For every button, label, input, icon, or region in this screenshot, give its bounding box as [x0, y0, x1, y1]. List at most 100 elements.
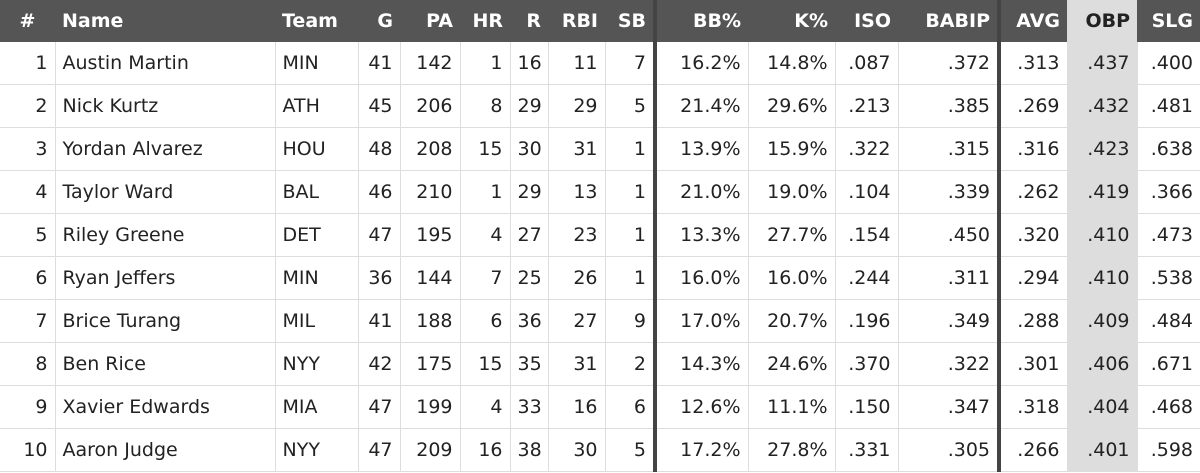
table-cell: .598: [1136, 428, 1200, 472]
table-cell: .484: [1136, 299, 1200, 343]
table-row: 4 Taylor Ward BAL 46 210 1 29 13 1 21.0% 19.0% .104…: [0, 170, 1200, 214]
table-cell: 1: [604, 213, 657, 257]
table-cell: 175: [399, 342, 460, 386]
table-cell: 29: [509, 84, 548, 128]
table-cell: 30: [547, 428, 605, 472]
table-cell: .410: [1066, 256, 1137, 300]
table-cell: Austin Martin: [54, 42, 275, 85]
table-cell: .481: [1136, 84, 1200, 128]
table-cell: 27.7%: [747, 213, 835, 257]
table-cell: 36: [509, 299, 548, 343]
table-cell: 4: [0, 170, 55, 214]
table-cell: .366: [1136, 170, 1200, 214]
table-cell: .401: [1066, 428, 1137, 472]
column-header[interactable]: ISO: [835, 0, 898, 42]
column-header[interactable]: RBI: [548, 0, 605, 42]
table-cell: .322: [834, 127, 898, 171]
table-cell: Aaron Judge: [54, 428, 275, 472]
table-cell: 14.8%: [747, 42, 835, 85]
table-cell: 31: [547, 342, 605, 386]
table-cell: .294: [998, 256, 1067, 300]
table-cell: DET: [274, 213, 358, 257]
column-header[interactable]: G: [358, 0, 400, 42]
table-cell: Ryan Jeffers: [54, 256, 275, 300]
table-cell: .316: [998, 127, 1067, 171]
column-header[interactable]: BABIP: [898, 0, 1001, 42]
table-cell: 47: [357, 428, 400, 472]
table-cell: 35: [509, 342, 548, 386]
table-cell: 38: [509, 428, 548, 472]
table-cell: 33: [509, 385, 548, 429]
table-cell: 208: [399, 127, 460, 171]
column-header[interactable]: K%: [748, 0, 835, 42]
column-header[interactable]: SB: [605, 0, 657, 42]
table-cell: .349: [897, 299, 1001, 343]
table-cell: .450: [897, 213, 1001, 257]
table-cell: 42: [357, 342, 400, 386]
table-cell: 20.7%: [747, 299, 835, 343]
table-cell: 209: [399, 428, 460, 472]
table-cell: .423: [1066, 127, 1137, 171]
table-cell: BAL: [274, 170, 358, 214]
column-header[interactable]: PA: [400, 0, 460, 42]
table-cell: 11.1%: [747, 385, 835, 429]
column-header[interactable]: AVG: [999, 0, 1067, 42]
table-cell: Yordan Alvarez: [54, 127, 275, 171]
table-cell: .305: [897, 428, 1001, 472]
table-cell: .196: [834, 299, 898, 343]
column-header[interactable]: SLG: [1137, 0, 1200, 42]
column-header[interactable]: #: [0, 0, 55, 42]
column-header[interactable]: HR: [460, 0, 510, 42]
table-cell: 11: [547, 42, 605, 85]
table-row: 8 Ben Rice NYY 42 175 15 35 31 2 14.3% 24.6% .370.3…: [0, 342, 1200, 386]
table-cell: 27: [547, 299, 605, 343]
table-cell: 25: [509, 256, 548, 300]
table-cell: .437: [1066, 42, 1137, 85]
header-row: # Name Team G PA HR R RBI SB BB% K% ISO BABIP AVG OBP S…: [0, 0, 1200, 42]
column-header[interactable]: R: [510, 0, 548, 42]
table-cell: 47: [357, 385, 400, 429]
table-cell: 8: [459, 84, 510, 128]
table-cell: 6: [0, 256, 55, 300]
table-cell: .432: [1066, 84, 1137, 128]
table-cell: 16: [459, 428, 510, 472]
table-cell: 1: [604, 127, 657, 171]
column-header[interactable]: Team: [275, 0, 358, 42]
table-cell: 199: [399, 385, 460, 429]
table-cell: .313: [998, 42, 1067, 85]
table-cell: .213: [834, 84, 898, 128]
table-cell: 17.0%: [654, 299, 748, 343]
table-cell: 31: [547, 127, 605, 171]
table-cell: .410: [1066, 213, 1137, 257]
table-cell: 21.0%: [654, 170, 748, 214]
column-header[interactable]: Name: [55, 0, 275, 42]
table-header: # Name Team G PA HR R RBI SB BB% K% ISO BABIP AVG OBP S…: [0, 0, 1200, 42]
table-cell: Nick Kurtz: [54, 84, 275, 128]
table-cell: 142: [399, 42, 460, 85]
column-header[interactable]: OBP: [1067, 0, 1137, 42]
table-cell: 26: [547, 256, 605, 300]
table-cell: 16.0%: [654, 256, 748, 300]
table-cell: 9: [0, 385, 55, 429]
table-cell: NYY: [274, 428, 358, 472]
table-cell: 1: [0, 42, 55, 85]
column-header[interactable]: BB%: [655, 0, 748, 42]
table-cell: 48: [357, 127, 400, 171]
table-cell: 45: [357, 84, 400, 128]
table-cell: 30: [509, 127, 548, 171]
table-cell: 27.8%: [747, 428, 835, 472]
table-cell: 16.2%: [654, 42, 748, 85]
table-cell: ATH: [274, 84, 358, 128]
table-cell: 5: [604, 84, 657, 128]
table-cell: .331: [834, 428, 898, 472]
table-cell: .671: [1136, 342, 1200, 386]
table-cell: 19.0%: [747, 170, 835, 214]
table-cell: 15: [459, 127, 510, 171]
table-cell: 14.3%: [654, 342, 748, 386]
table-cell: 195: [399, 213, 460, 257]
table-cell: 29: [509, 170, 548, 214]
table-cell: .404: [1066, 385, 1137, 429]
table-cell: .104: [834, 170, 898, 214]
table-cell: 47: [357, 213, 400, 257]
